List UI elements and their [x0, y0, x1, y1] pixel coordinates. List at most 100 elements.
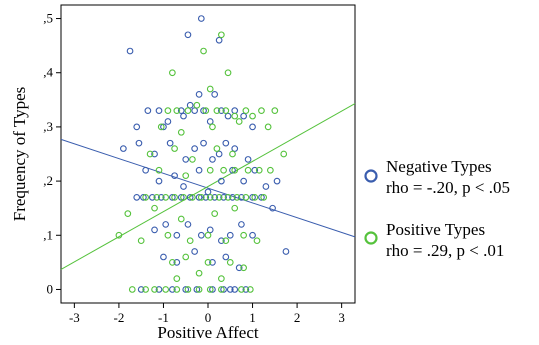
data-point-series-1	[215, 193, 223, 201]
data-point-series-1	[162, 193, 170, 201]
data-point-series-0	[135, 139, 143, 147]
data-point-series-0	[224, 112, 232, 120]
data-point-series-1	[186, 237, 194, 245]
data-point-series-1	[251, 193, 259, 201]
data-point-series-0	[269, 204, 276, 212]
data-point-series-1	[155, 166, 163, 174]
x-tick-label: 1	[249, 310, 256, 325]
legend-marker-positive	[364, 231, 378, 245]
data-point-series-0	[186, 101, 194, 109]
data-point-series-0	[240, 112, 247, 120]
x-tick-label: 2	[294, 310, 301, 325]
data-point-series-1	[197, 193, 205, 201]
data-point-series-0	[148, 193, 156, 201]
data-point-series-1	[249, 112, 256, 120]
data-point-series-1	[222, 107, 230, 115]
legend-label-positive: Positive Types	[386, 220, 485, 239]
data-point-series-1	[267, 166, 274, 174]
data-point-series-0	[184, 31, 192, 39]
data-point-series-1	[202, 107, 210, 115]
data-point-series-0	[226, 231, 234, 239]
data-point-series-0	[220, 286, 227, 293]
data-point-series-0	[191, 145, 198, 152]
legend-item-positive: Positive Types rho = .29, p < .01	[364, 220, 504, 260]
data-point-series-0	[142, 166, 149, 174]
data-point-series-1	[180, 193, 187, 201]
y-axis-title: Frequency of Types	[10, 87, 29, 221]
data-point-series-1	[189, 156, 196, 163]
data-point-series-0	[193, 286, 201, 293]
data-point-series-0	[155, 177, 163, 185]
data-point-series-1	[220, 166, 227, 174]
data-point-series-1	[213, 145, 221, 152]
data-point-series-1	[218, 286, 225, 293]
data-point-series-1	[231, 166, 239, 174]
data-point-series-0	[204, 188, 212, 196]
data-point-series-1	[255, 166, 263, 174]
data-point-series-0	[251, 166, 259, 174]
data-point-series-1	[206, 193, 214, 201]
data-point-series-0	[177, 193, 185, 201]
data-point-series-1	[173, 275, 181, 282]
data-point-series-0	[140, 193, 147, 201]
data-point-series-0	[155, 286, 163, 293]
data-point-series-1	[213, 107, 221, 115]
data-point-series-0	[218, 177, 225, 185]
data-point-series-1	[229, 150, 236, 158]
x-tick-label: -1	[158, 310, 169, 325]
data-point-series-0	[231, 145, 239, 152]
data-point-series-0	[133, 193, 141, 201]
data-point-series-1	[244, 166, 252, 174]
data-point-series-0	[151, 150, 158, 158]
data-point-series-0	[191, 107, 198, 115]
data-point-series-0	[155, 107, 163, 115]
data-point-series-0	[273, 177, 281, 185]
data-point-series-0	[215, 36, 223, 44]
data-point-series-1	[206, 85, 214, 93]
data-point-series-1	[231, 204, 239, 212]
y-tick-label: ,5	[43, 11, 53, 26]
data-point-series-0	[180, 183, 187, 190]
data-point-series-0	[169, 193, 176, 201]
data-point-series-0	[160, 253, 167, 261]
x-axis-title: Positive Affect	[157, 323, 258, 342]
data-point-series-1	[142, 286, 149, 293]
data-point-series-0	[240, 177, 247, 185]
data-point-series-0	[206, 226, 214, 234]
data-point-series-0	[169, 286, 176, 293]
data-point-series-0	[244, 156, 252, 163]
data-point-series-1	[218, 31, 225, 39]
data-point-series-0	[258, 193, 265, 201]
data-point-series-1	[195, 269, 203, 277]
data-point-series-0	[133, 123, 141, 131]
data-point-series-1	[200, 47, 207, 55]
data-point-series-1	[231, 112, 239, 120]
data-point-series-0	[211, 193, 219, 201]
data-point-series-0	[249, 123, 256, 131]
data-point-series-0	[229, 166, 236, 174]
data-point-series-0	[182, 156, 190, 163]
data-point-series-1	[142, 193, 149, 201]
legend: Negative Types rho = -.20, p < .05 Posit…	[364, 157, 510, 260]
data-point-series-1	[224, 69, 232, 77]
data-point-series-1	[169, 259, 176, 266]
data-point-series-1	[264, 123, 272, 131]
fit-line-series-1	[60, 103, 356, 270]
data-point-series-1	[164, 107, 172, 115]
data-point-series-0	[157, 193, 165, 201]
data-point-series-0	[195, 166, 203, 174]
data-point-series-0	[218, 237, 225, 245]
data-point-series-1	[184, 107, 192, 115]
data-point-series-1	[182, 253, 190, 261]
data-point-series-0	[160, 123, 167, 131]
data-point-series-1	[124, 210, 132, 217]
data-point-series-1	[253, 237, 261, 245]
data-point-series-1	[280, 150, 288, 158]
data-point-series-1	[224, 193, 232, 201]
data-point-series-0	[215, 150, 223, 158]
data-point-series-1	[171, 193, 178, 201]
data-point-series-0	[166, 139, 174, 147]
data-point-series-1	[151, 204, 158, 212]
data-point-series-0	[195, 91, 203, 98]
